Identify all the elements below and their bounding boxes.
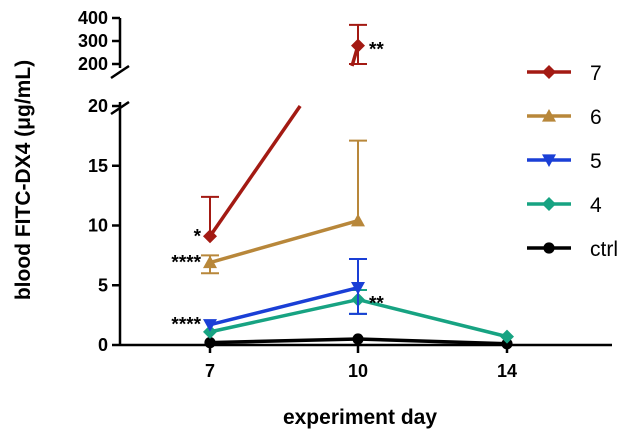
y-tick-label: 0 — [98, 335, 108, 355]
data-point — [203, 319, 217, 332]
series-line — [357, 297, 508, 339]
data-point — [351, 213, 365, 227]
significance-label: **** — [171, 253, 201, 274]
y-tick-label: 10 — [88, 216, 108, 236]
data-point — [204, 337, 216, 349]
legend-item-5: 5 — [527, 150, 602, 173]
significance-label: ** — [369, 294, 384, 315]
y-tick-label: 20 — [88, 96, 108, 116]
legend-label: 6 — [590, 106, 602, 129]
series-6 — [201, 139, 367, 275]
legend-marker — [543, 242, 555, 254]
legend-marker — [542, 154, 556, 167]
y-tick-label: 5 — [98, 275, 108, 295]
y-tick-label: 200 — [78, 54, 108, 74]
series-line — [209, 285, 359, 327]
series-line — [209, 297, 359, 334]
y-tick-label: 400 — [78, 8, 108, 28]
legend-item-4: 4 — [527, 194, 602, 217]
axes — [110, 18, 612, 347]
data-point — [203, 255, 217, 269]
axis-break-mark — [110, 100, 130, 116]
axis-break-mark — [110, 64, 130, 80]
series-ctrl — [204, 333, 513, 350]
data-point — [203, 324, 217, 339]
significance-label: **** — [171, 315, 201, 336]
legend-marker — [542, 197, 556, 211]
series-line — [209, 337, 359, 345]
series-7 — [201, 23, 367, 244]
legend: 7 6 5 4 ctrl — [527, 62, 618, 261]
significance-label: * — [194, 226, 202, 247]
data-point — [500, 329, 514, 344]
legend-label: 7 — [590, 62, 602, 85]
data-point — [352, 333, 364, 345]
y-tick-label: 300 — [78, 31, 108, 51]
data-point — [203, 229, 217, 244]
legend-label: 4 — [590, 194, 602, 217]
x-tick-label: 10 — [348, 361, 368, 381]
significance-label: ** — [369, 40, 384, 61]
y-tick-label: 15 — [88, 156, 108, 176]
series-line — [209, 219, 359, 265]
axis-ticks: 0 5 10 15 20 200 300 400 7 10 14 — [78, 8, 517, 381]
legend-item-7: 7 — [527, 62, 602, 85]
x-tick-label: 7 — [205, 361, 215, 381]
x-tick-label: 14 — [497, 361, 517, 381]
legend-marker — [542, 109, 556, 122]
legend-marker — [542, 65, 556, 79]
data-point — [351, 38, 365, 53]
series-line — [208, 105, 302, 238]
x-axis-title: experiment day — [283, 406, 437, 429]
data-point — [501, 338, 513, 350]
series-layer — [201, 23, 514, 350]
annotation-layer: ************* — [171, 40, 384, 336]
legend-label: ctrl — [590, 238, 618, 261]
data-point — [351, 282, 365, 295]
y-axis-title: blood FITC-DX4 (μg/mL) — [12, 60, 35, 300]
legend-item-ctrl: ctrl — [527, 238, 618, 261]
legend-item-6: 6 — [527, 106, 602, 129]
series-line — [357, 337, 508, 346]
series-5 — [203, 257, 367, 332]
legend-label: 5 — [590, 150, 602, 173]
